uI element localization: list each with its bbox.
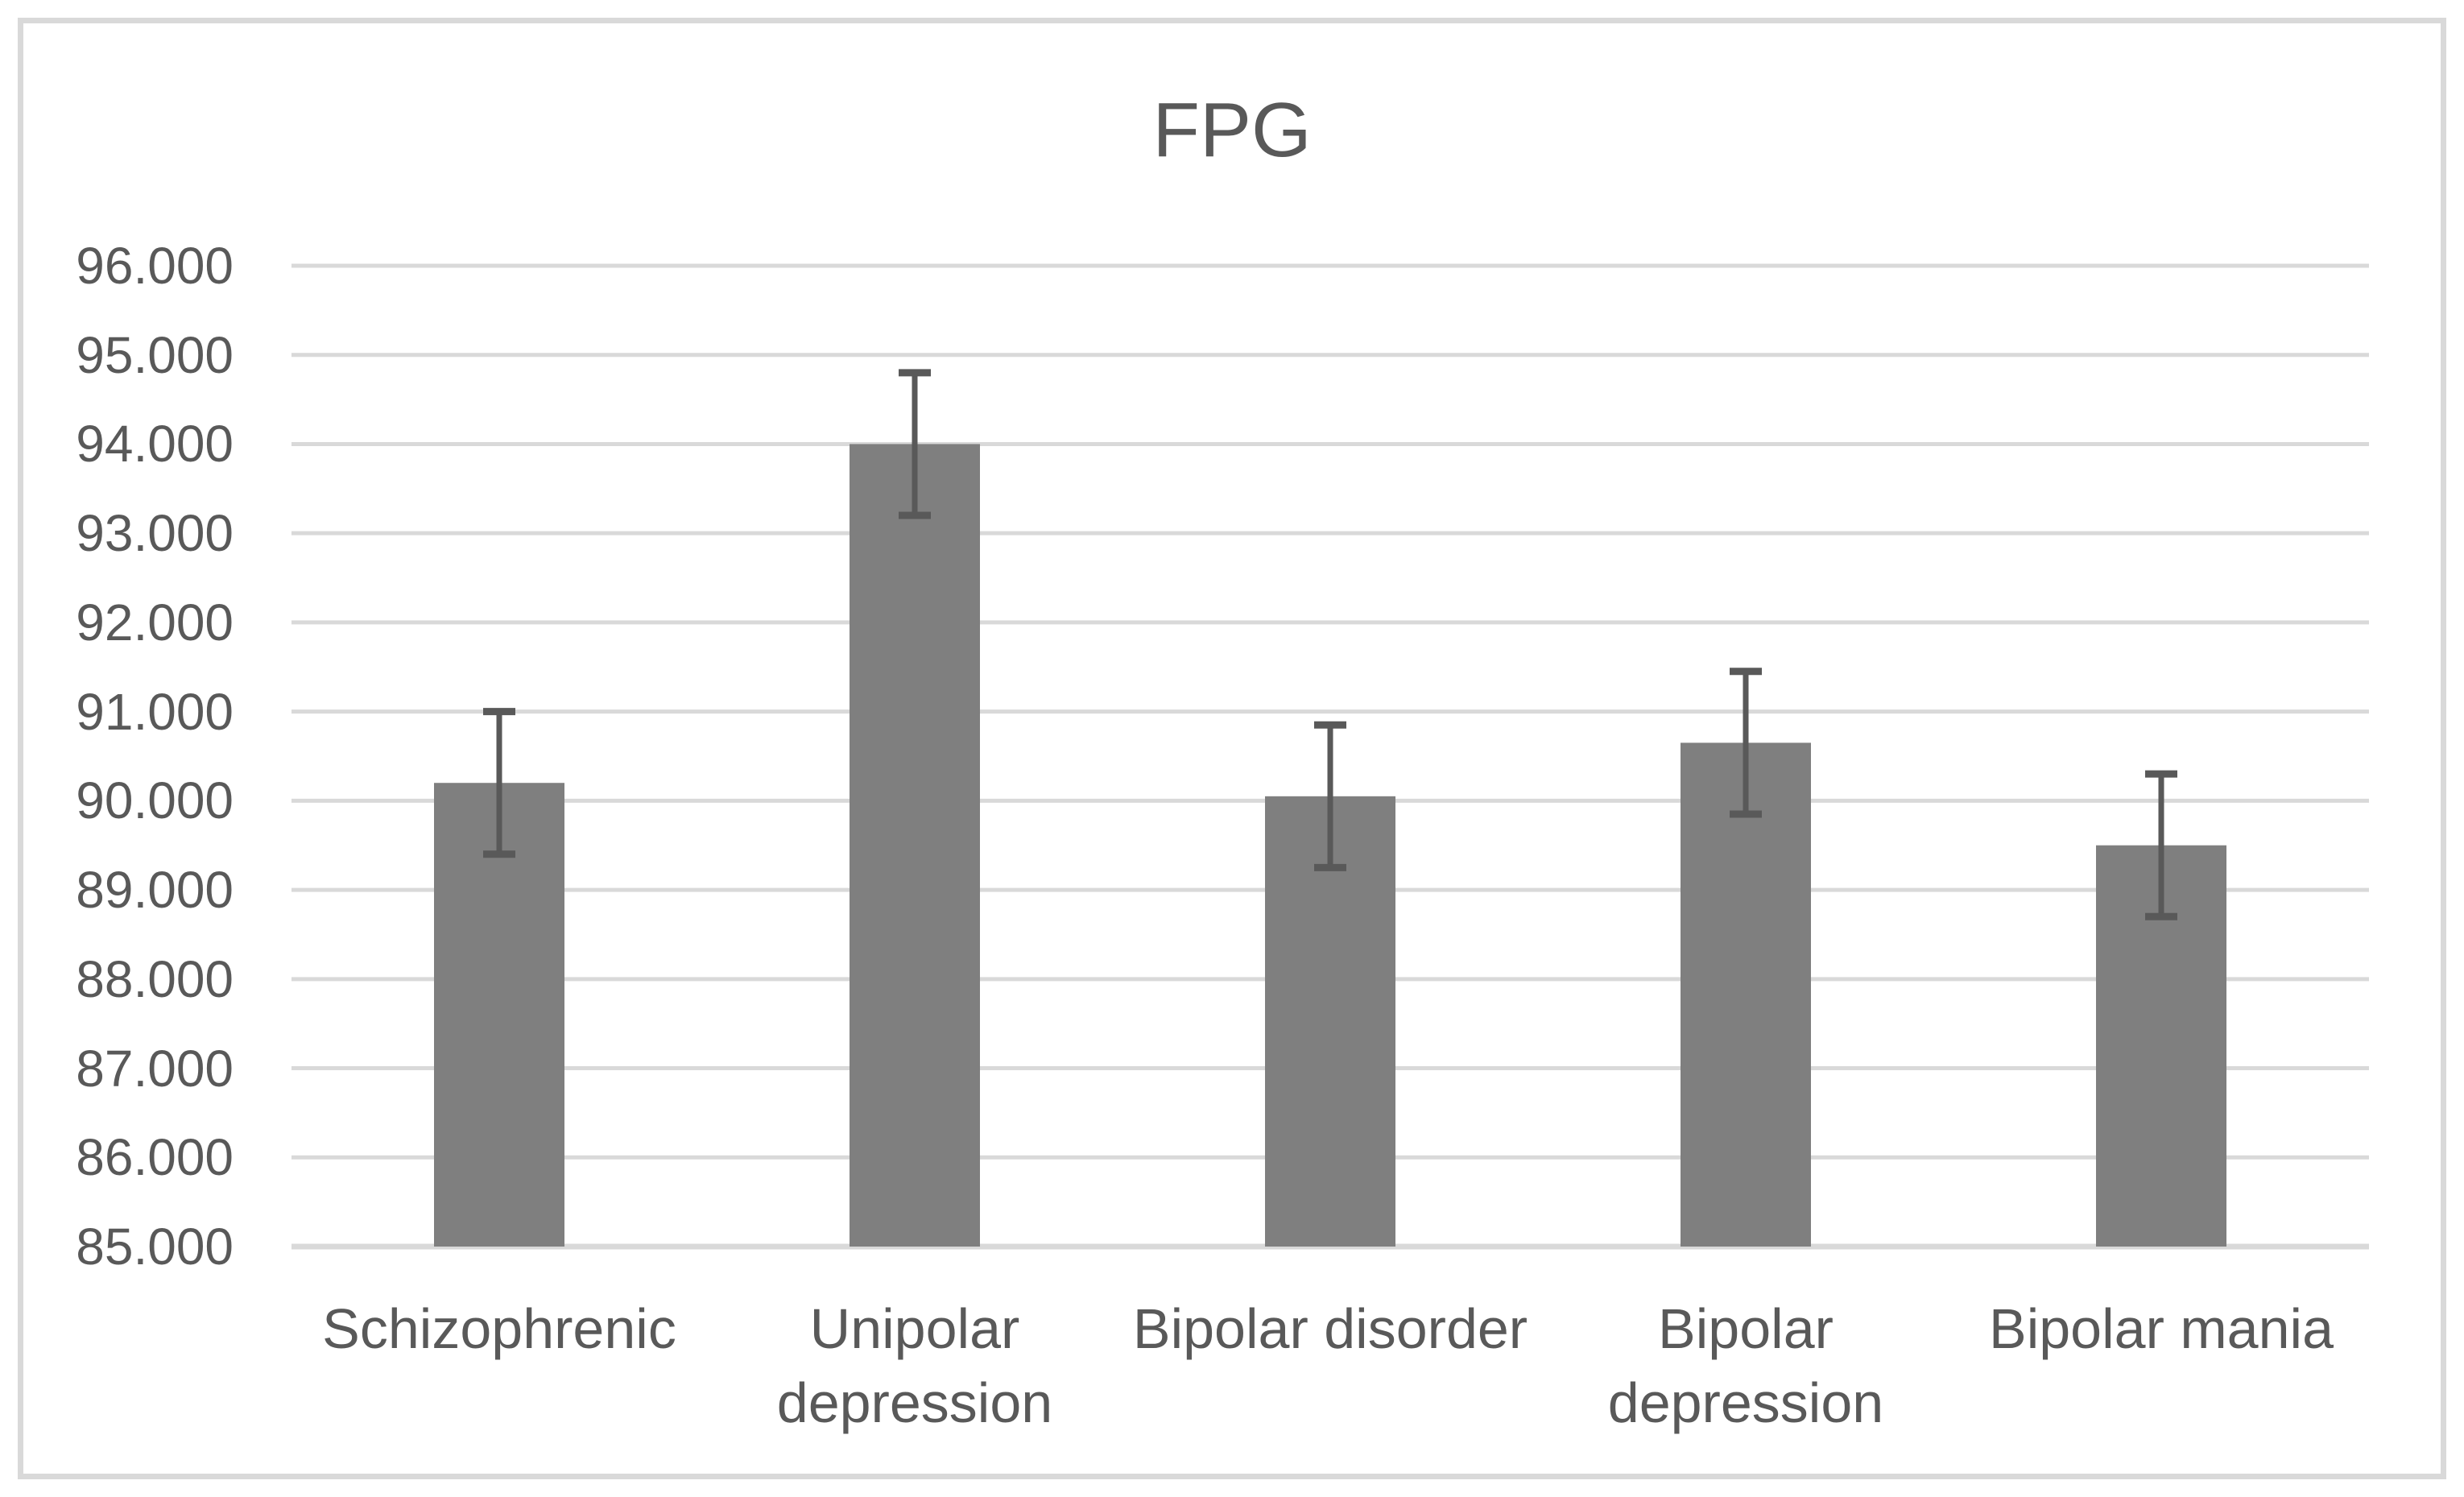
bar-bipolar-disorder	[1265, 796, 1395, 1247]
y-tick-label-95.000: 95.000	[76, 325, 234, 384]
y-tick-label-89.000: 89.000	[76, 861, 234, 920]
y-tick-label-90.000: 90.000	[76, 771, 234, 830]
y-tick-label-85.000: 85.000	[76, 1218, 234, 1276]
bar-schizophrenic	[434, 783, 564, 1247]
chart-title: FPG	[1152, 87, 1312, 173]
bar-bipolar-depression	[1681, 742, 1811, 1247]
x-category-label-unipolar-depression: Unipolar depression	[776, 1297, 1053, 1434]
y-tick-label-91.000: 91.000	[76, 682, 234, 741]
x-category-label-bipolar-mania: Bipolar mania	[1989, 1297, 2334, 1360]
bar-unipolar-depression	[850, 444, 980, 1247]
x-category-label-schizophrenic: Schizophrenic	[322, 1297, 676, 1360]
x-category-label-bipolar-depression: Bipolar depression	[1607, 1297, 1884, 1434]
y-tick-label-86.000: 86.000	[76, 1128, 234, 1187]
y-tick-label-93.000: 93.000	[76, 504, 234, 563]
y-tick-label-88.000: 88.000	[76, 949, 234, 1008]
y-tick-label-94.000: 94.000	[76, 415, 234, 473]
y-tick-label-87.000: 87.000	[76, 1039, 234, 1098]
y-tick-label-92.000: 92.000	[76, 593, 234, 651]
y-tick-label-96.000: 96.000	[76, 237, 234, 295]
figure-border	[18, 18, 2446, 1479]
x-category-label-bipolar-disorder: Bipolar disorder	[1132, 1297, 1528, 1360]
